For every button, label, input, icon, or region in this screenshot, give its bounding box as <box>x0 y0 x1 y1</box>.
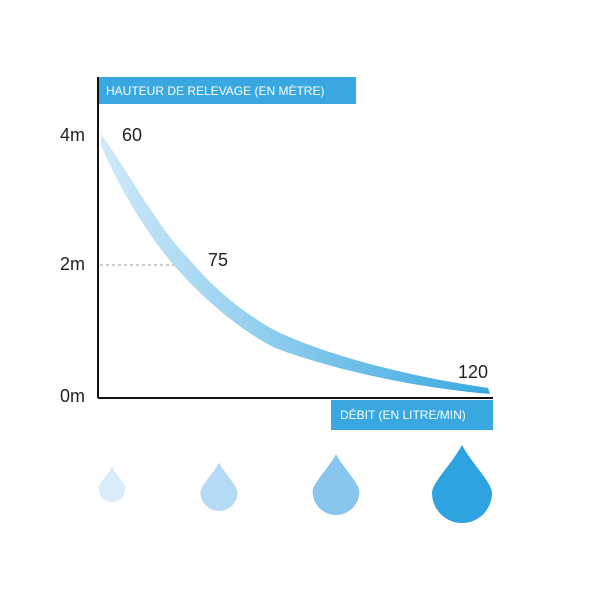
point-label-75: 75 <box>208 250 228 270</box>
drop-icon <box>98 466 126 502</box>
point-label-60: 60 <box>122 125 142 145</box>
drop-icon <box>432 445 492 523</box>
y-axis-title: HAUTEUR DE RELEVAGE (EN MÈTRE) <box>98 77 356 104</box>
x-axis-title: DÉBIT (EN LITRE/MIN) <box>331 400 493 430</box>
y-tick-label-2m: 2m <box>60 254 85 274</box>
y-tick-label-0m: 0m <box>60 386 85 406</box>
drop-icon <box>200 462 238 511</box>
point-label-120: 120 <box>458 362 488 382</box>
drop-icon <box>312 454 360 515</box>
y-axis-title-box <box>98 77 356 104</box>
x-axis-title-box <box>331 400 493 430</box>
y-axis-title-text: HAUTEUR DE RELEVAGE (EN MÈTRE) <box>106 83 324 98</box>
drop-icons-row <box>98 445 492 523</box>
x-axis-title-text: DÉBIT (EN LITRE/MIN) <box>340 407 466 422</box>
flow-curve <box>101 134 490 394</box>
y-tick-label-4m: 4m <box>60 125 85 145</box>
